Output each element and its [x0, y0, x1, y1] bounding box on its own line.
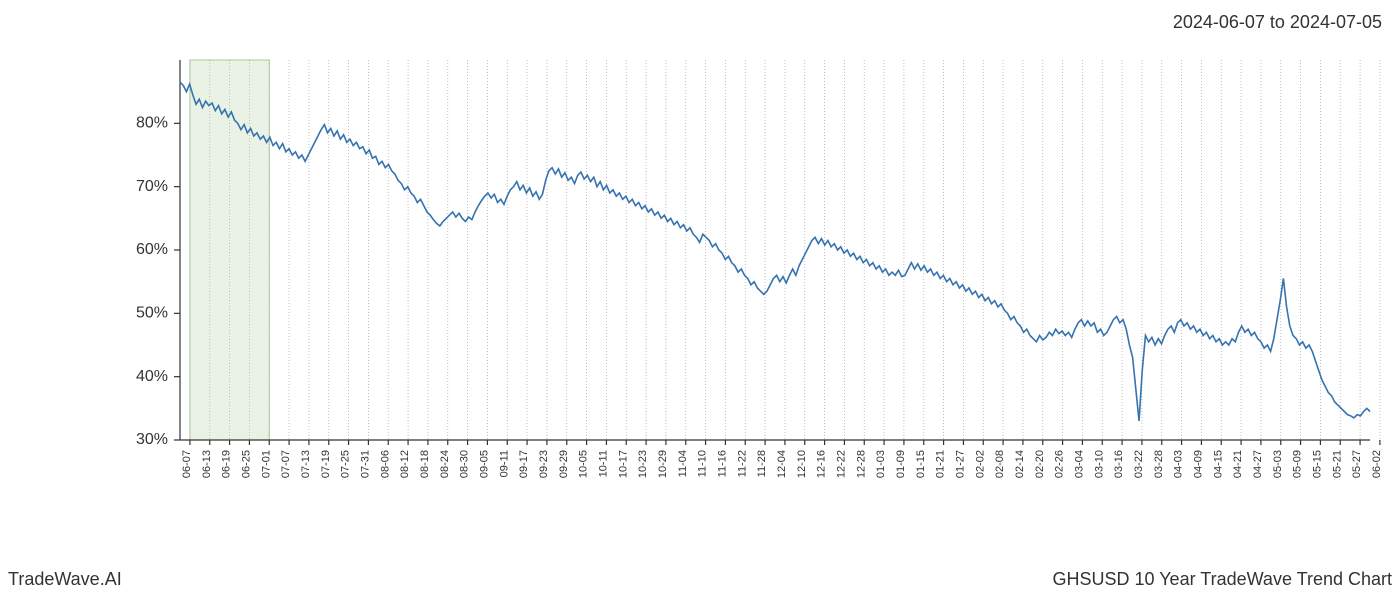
xtick-label: 07-25 — [340, 450, 352, 478]
xtick-label: 07-01 — [260, 450, 272, 478]
xtick-label: 09-05 — [478, 450, 490, 478]
xtick-label: 03-10 — [1093, 450, 1105, 478]
xtick-label: 04-21 — [1232, 450, 1244, 478]
date-range-label: 2024-06-07 to 2024-07-05 — [1173, 12, 1382, 33]
xtick-label: 10-05 — [578, 450, 590, 478]
ytick-label: 30% — [136, 431, 168, 448]
xtick-label: 06-07 — [181, 450, 193, 478]
xtick-label: 03-16 — [1113, 450, 1125, 478]
ytick-label: 50% — [136, 305, 168, 322]
xtick-label: 07-07 — [280, 450, 292, 478]
ytick-label: 40% — [136, 368, 168, 385]
chart-svg: 30%40%50%60%70%80%06-0706-1306-1906-2507… — [180, 50, 1380, 510]
xtick-label: 11-28 — [756, 450, 768, 477]
xtick-label: 03-28 — [1153, 450, 1165, 478]
ytick-label: 60% — [136, 241, 168, 258]
xtick-label: 06-02 — [1371, 450, 1383, 478]
ytick-label: 70% — [136, 178, 168, 195]
xtick-label: 12-28 — [855, 450, 867, 478]
xtick-label: 07-19 — [320, 450, 332, 478]
xtick-label: 02-08 — [994, 450, 1006, 478]
xtick-label: 02-02 — [974, 450, 986, 478]
trend-line — [180, 82, 1370, 421]
xtick-label: 10-17 — [617, 450, 629, 478]
xtick-label: 11-10 — [697, 450, 709, 477]
ytick-label: 80% — [136, 115, 168, 132]
xtick-label: 10-11 — [597, 450, 609, 477]
xtick-label: 04-27 — [1252, 450, 1264, 478]
xtick-label: 07-31 — [359, 450, 371, 478]
xtick-label: 01-21 — [935, 450, 947, 478]
chart-title: GHSUSD 10 Year TradeWave Trend Chart — [1053, 569, 1393, 590]
brand-label: TradeWave.AI — [8, 569, 122, 590]
xtick-label: 12-10 — [796, 450, 808, 478]
xtick-label: 08-24 — [439, 450, 451, 478]
xtick-label: 05-27 — [1351, 450, 1363, 478]
xtick-label: 11-22 — [736, 450, 748, 477]
xtick-label: 03-22 — [1133, 450, 1145, 478]
xtick-label: 05-03 — [1272, 450, 1284, 478]
xtick-label: 01-03 — [875, 450, 887, 478]
xtick-label: 05-21 — [1331, 450, 1343, 478]
xtick-label: 04-03 — [1173, 450, 1185, 478]
xtick-label: 04-09 — [1192, 450, 1204, 478]
trend-chart: 30%40%50%60%70%80%06-0706-1306-1906-2507… — [180, 50, 1380, 510]
xtick-label: 02-20 — [1034, 450, 1046, 478]
xtick-label: 01-09 — [895, 450, 907, 478]
xtick-label: 12-04 — [776, 450, 788, 478]
xtick-label: 08-30 — [459, 450, 471, 478]
xtick-label: 12-16 — [816, 450, 828, 478]
xtick-label: 05-09 — [1292, 450, 1304, 478]
xtick-label: 06-19 — [221, 450, 233, 478]
xtick-label: 02-14 — [1014, 450, 1026, 478]
xtick-label: 10-23 — [637, 450, 649, 478]
xtick-label: 09-11 — [498, 450, 510, 477]
xtick-label: 06-25 — [240, 450, 252, 478]
xtick-label: 01-27 — [954, 450, 966, 478]
xtick-label: 08-18 — [419, 450, 431, 478]
xtick-label: 07-13 — [300, 450, 312, 478]
xtick-label: 09-23 — [538, 450, 550, 478]
xtick-label: 01-15 — [915, 450, 927, 478]
xtick-label: 10-29 — [657, 450, 669, 478]
xtick-label: 11-16 — [716, 450, 728, 477]
xtick-label: 05-15 — [1311, 450, 1323, 478]
xtick-label: 03-04 — [1073, 450, 1085, 478]
xtick-label: 06-13 — [201, 450, 213, 478]
xtick-label: 02-26 — [1054, 450, 1066, 478]
xtick-label: 09-17 — [518, 450, 530, 478]
xtick-label: 09-29 — [558, 450, 570, 478]
xtick-label: 04-15 — [1212, 450, 1224, 478]
xtick-label: 12-22 — [835, 450, 847, 478]
xtick-label: 08-12 — [399, 450, 411, 478]
xtick-label: 11-04 — [677, 450, 689, 477]
xtick-label: 08-06 — [379, 450, 391, 478]
